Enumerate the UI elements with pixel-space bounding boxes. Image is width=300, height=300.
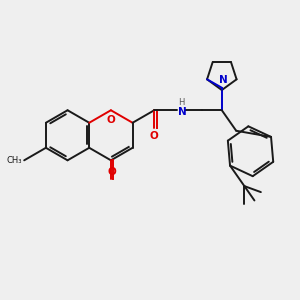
Text: O: O — [106, 115, 115, 125]
Text: N: N — [219, 75, 228, 85]
Text: N: N — [178, 107, 187, 117]
Text: O: O — [107, 167, 116, 177]
Text: H: H — [178, 98, 184, 107]
Text: O: O — [150, 131, 159, 141]
Text: CH₃: CH₃ — [6, 156, 22, 165]
